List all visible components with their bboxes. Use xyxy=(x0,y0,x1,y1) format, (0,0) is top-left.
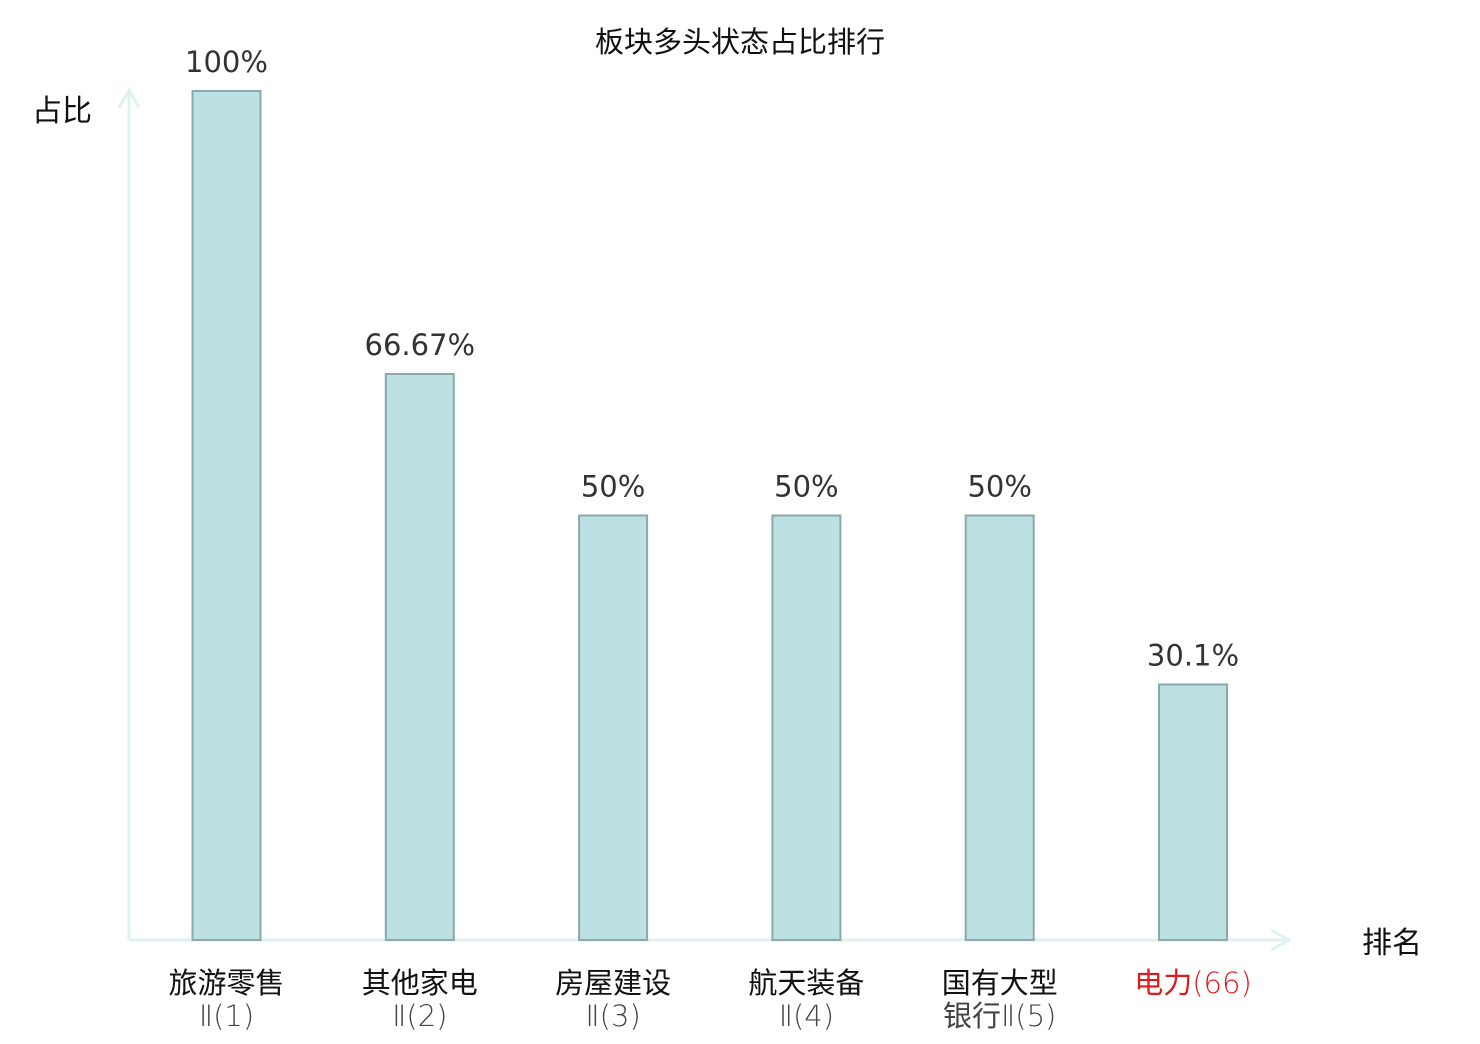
category-name: 旅游零售 xyxy=(168,966,284,1000)
category-labels: 旅游零售 Ⅱ(1) 其他家电 Ⅱ(2) 房屋建设 Ⅱ(3) 航天装备 Ⅱ(4) 国有大型银行Ⅱ(… xyxy=(168,966,1251,1033)
value-label-5: 50% xyxy=(967,470,1031,504)
category-label-5: 国有大型银行Ⅱ(5) xyxy=(942,966,1058,1033)
x-axis-arrow-icon xyxy=(1270,928,1293,952)
value-label-2: 66.67% xyxy=(365,328,476,362)
category-label-1: 旅游零售 Ⅱ(1) xyxy=(168,966,284,1033)
x-axis-label: 排名 xyxy=(1362,926,1422,961)
bar-3 xyxy=(578,514,649,941)
category-label-6: 电力(66) xyxy=(1134,966,1252,1000)
category-name: 航天装备 xyxy=(748,966,864,1000)
category-name: 房屋建设 xyxy=(555,966,671,1000)
category-name: 其他家电 xyxy=(362,966,478,1000)
category-rank: 银行Ⅱ(5) xyxy=(943,999,1056,1033)
category-rank: Ⅱ(2) xyxy=(392,999,447,1033)
category-name: 国有大型 xyxy=(942,966,1058,1000)
category-rank: Ⅱ(4) xyxy=(779,999,834,1033)
category-label-4: 航天装备 Ⅱ(4) xyxy=(748,966,864,1033)
category-rank: Ⅱ(3) xyxy=(585,999,640,1033)
category-rank: (66) xyxy=(1192,966,1252,1000)
bar-series xyxy=(191,90,1228,942)
value-label-3: 50% xyxy=(581,470,645,504)
category-label-3: 房屋建设 Ⅱ(3) xyxy=(555,966,671,1033)
value-label-1: 100% xyxy=(185,45,268,79)
y-axis-arrow-icon xyxy=(117,86,141,109)
bar-2 xyxy=(384,372,455,942)
bar-5 xyxy=(964,514,1035,941)
value-label-4: 50% xyxy=(774,470,838,504)
category-label-2: 其他家电 Ⅱ(2) xyxy=(362,966,478,1033)
bar-4 xyxy=(771,514,842,941)
value-labels: 100% 66.67% 50% 50% 50% 30.1% xyxy=(185,45,1239,672)
bar-6 xyxy=(1158,683,1228,941)
category-rank: Ⅱ(1) xyxy=(199,999,254,1033)
chart-axes xyxy=(117,86,1293,952)
bar-1 xyxy=(191,90,262,941)
chart-title: 板块多头状态占比排行 xyxy=(595,25,885,59)
value-label-6: 30.1% xyxy=(1147,638,1239,672)
y-axis-label: 占比 xyxy=(32,94,92,129)
category-name: 电力 xyxy=(1134,966,1192,1000)
